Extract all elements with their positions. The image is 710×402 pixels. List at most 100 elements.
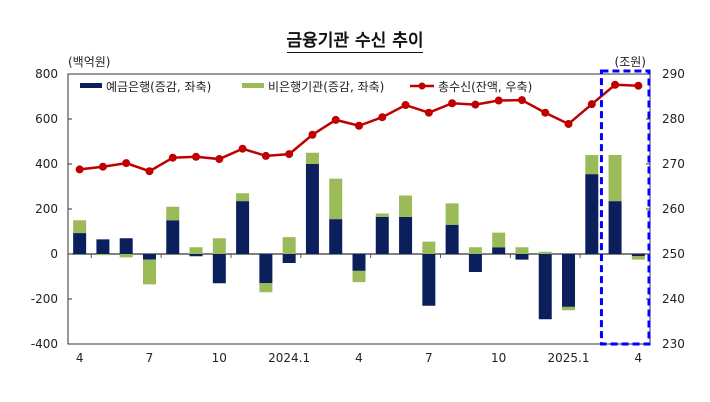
highlight-box	[599, 69, 651, 346]
left-tick-label: -200	[31, 292, 58, 306]
nonbank-deposit-bar	[515, 247, 529, 254]
right-axis-unit: (조원)	[615, 55, 646, 69]
total-deposit-point	[471, 100, 480, 109]
bank-deposit-bar	[585, 174, 599, 254]
nonbank-deposit-bar	[445, 203, 459, 225]
x-tick-label: 4	[635, 351, 643, 365]
nonbank-deposit-bar	[236, 193, 250, 202]
right-tick-label: 280	[662, 112, 685, 126]
legend-swatch-total-point	[418, 82, 426, 90]
bank-deposit-bar	[166, 220, 180, 254]
total-deposit-point	[308, 130, 317, 139]
x-tick-label: 2024.1	[268, 351, 310, 365]
total-deposit-point	[564, 119, 573, 128]
total-deposit-point	[261, 151, 270, 160]
bank-deposit-bar	[259, 254, 273, 284]
nonbank-deposit-bar	[96, 254, 110, 256]
nonbank-deposit-bar	[212, 238, 226, 254]
bank-deposit-bar	[492, 247, 506, 254]
left-tick-label: 400	[35, 157, 58, 171]
total-deposit-point	[75, 165, 84, 174]
left-tick-label: 600	[35, 112, 58, 126]
nonbank-deposit-bar	[282, 237, 296, 254]
bank-deposit-bar	[515, 254, 529, 260]
bank-deposit-bar	[608, 201, 622, 254]
right-tick-label: 290	[662, 67, 685, 81]
nonbank-deposit-bar	[631, 256, 645, 260]
nonbank-deposit-bar	[399, 195, 413, 217]
total-deposit-point	[378, 113, 387, 122]
total-deposit-point	[285, 150, 294, 159]
right-tick-label: 260	[662, 202, 685, 216]
bank-deposit-bar	[236, 201, 250, 254]
nonbank-deposit-bar	[608, 155, 622, 202]
bank-deposit-bar	[562, 254, 576, 307]
bank-deposit-bar	[142, 254, 156, 260]
total-deposit-point	[355, 121, 363, 130]
total-deposit-point	[331, 115, 340, 124]
total-deposit-point	[168, 153, 177, 162]
chart-title-text: 금융기관 수신 추이	[286, 31, 424, 53]
right-tick-label: 240	[662, 292, 685, 306]
nonbank-deposit-bar	[189, 247, 203, 254]
legend-label-total: 총수신(잔액, 우축)	[438, 80, 532, 94]
total-deposit-point	[192, 152, 201, 161]
x-tick-label: 10	[491, 351, 506, 365]
legend-label-bank: 예금은행(증감, 좌축)	[106, 79, 211, 94]
nonbank-deposit-bar	[562, 306, 576, 311]
x-tick-label: 7	[146, 351, 154, 365]
bank-deposit-bar	[445, 224, 459, 254]
total-deposit-point	[98, 162, 107, 171]
total-deposit-point	[401, 101, 410, 110]
chart-title: 금융기관 수신 추이	[0, 26, 710, 53]
nonbank-deposit-bar	[119, 254, 133, 258]
left-tick-label: 200	[35, 202, 58, 216]
bank-deposit-bar	[329, 219, 343, 254]
total-deposit-point	[238, 144, 247, 153]
total-deposit-point	[215, 155, 224, 164]
x-tick-label: 4	[355, 351, 363, 365]
right-tick-label: 250	[662, 247, 685, 261]
left-axis-unit: (백억원)	[68, 55, 110, 69]
x-tick-label: 7	[425, 351, 433, 365]
bank-deposit-bar	[282, 254, 296, 263]
bank-deposit-bar	[189, 254, 203, 257]
x-tick-label: 2025.1	[548, 351, 590, 365]
nonbank-deposit-bar	[538, 251, 552, 254]
right-tick-label: 230	[662, 337, 685, 351]
bank-deposit-bar	[375, 216, 389, 254]
nonbank-deposit-bar	[422, 241, 436, 254]
nonbank-deposit-bar	[492, 232, 506, 248]
nonbank-deposit-bar	[585, 155, 599, 175]
total-deposit-point	[541, 108, 550, 117]
legend-swatch-nonbank	[242, 83, 264, 88]
bank-deposit-bar	[212, 254, 226, 284]
nonbank-deposit-bar	[259, 283, 273, 293]
total-deposit-point	[634, 81, 643, 90]
nonbank-deposit-bar	[142, 259, 156, 285]
total-deposit-point	[145, 167, 154, 176]
nonbank-deposit-bar	[166, 206, 180, 221]
total-deposit-point	[611, 80, 620, 89]
bank-deposit-bar	[96, 239, 110, 254]
total-deposit-point	[122, 159, 131, 168]
left-tick-label: 0	[50, 247, 58, 261]
legend-label-nonbank: 비은행기관(증감, 좌축)	[268, 79, 384, 94]
total-deposit-point	[517, 96, 526, 105]
right-tick-label: 270	[662, 157, 685, 171]
nonbank-deposit-bar	[73, 220, 87, 234]
x-tick-label: 10	[212, 351, 227, 365]
total-deposit-point	[587, 100, 596, 109]
total-deposit-point	[424, 108, 433, 117]
bank-deposit-bar	[305, 164, 319, 254]
left-tick-label: -400	[31, 337, 58, 351]
bank-deposit-bar	[119, 238, 133, 254]
bank-deposit-bar	[422, 254, 436, 306]
bank-deposit-bar	[352, 254, 366, 271]
left-tick-label: 800	[35, 67, 58, 81]
bank-deposit-bar	[399, 216, 413, 254]
total-deposit-point	[494, 96, 503, 105]
nonbank-deposit-bar	[305, 152, 319, 164]
